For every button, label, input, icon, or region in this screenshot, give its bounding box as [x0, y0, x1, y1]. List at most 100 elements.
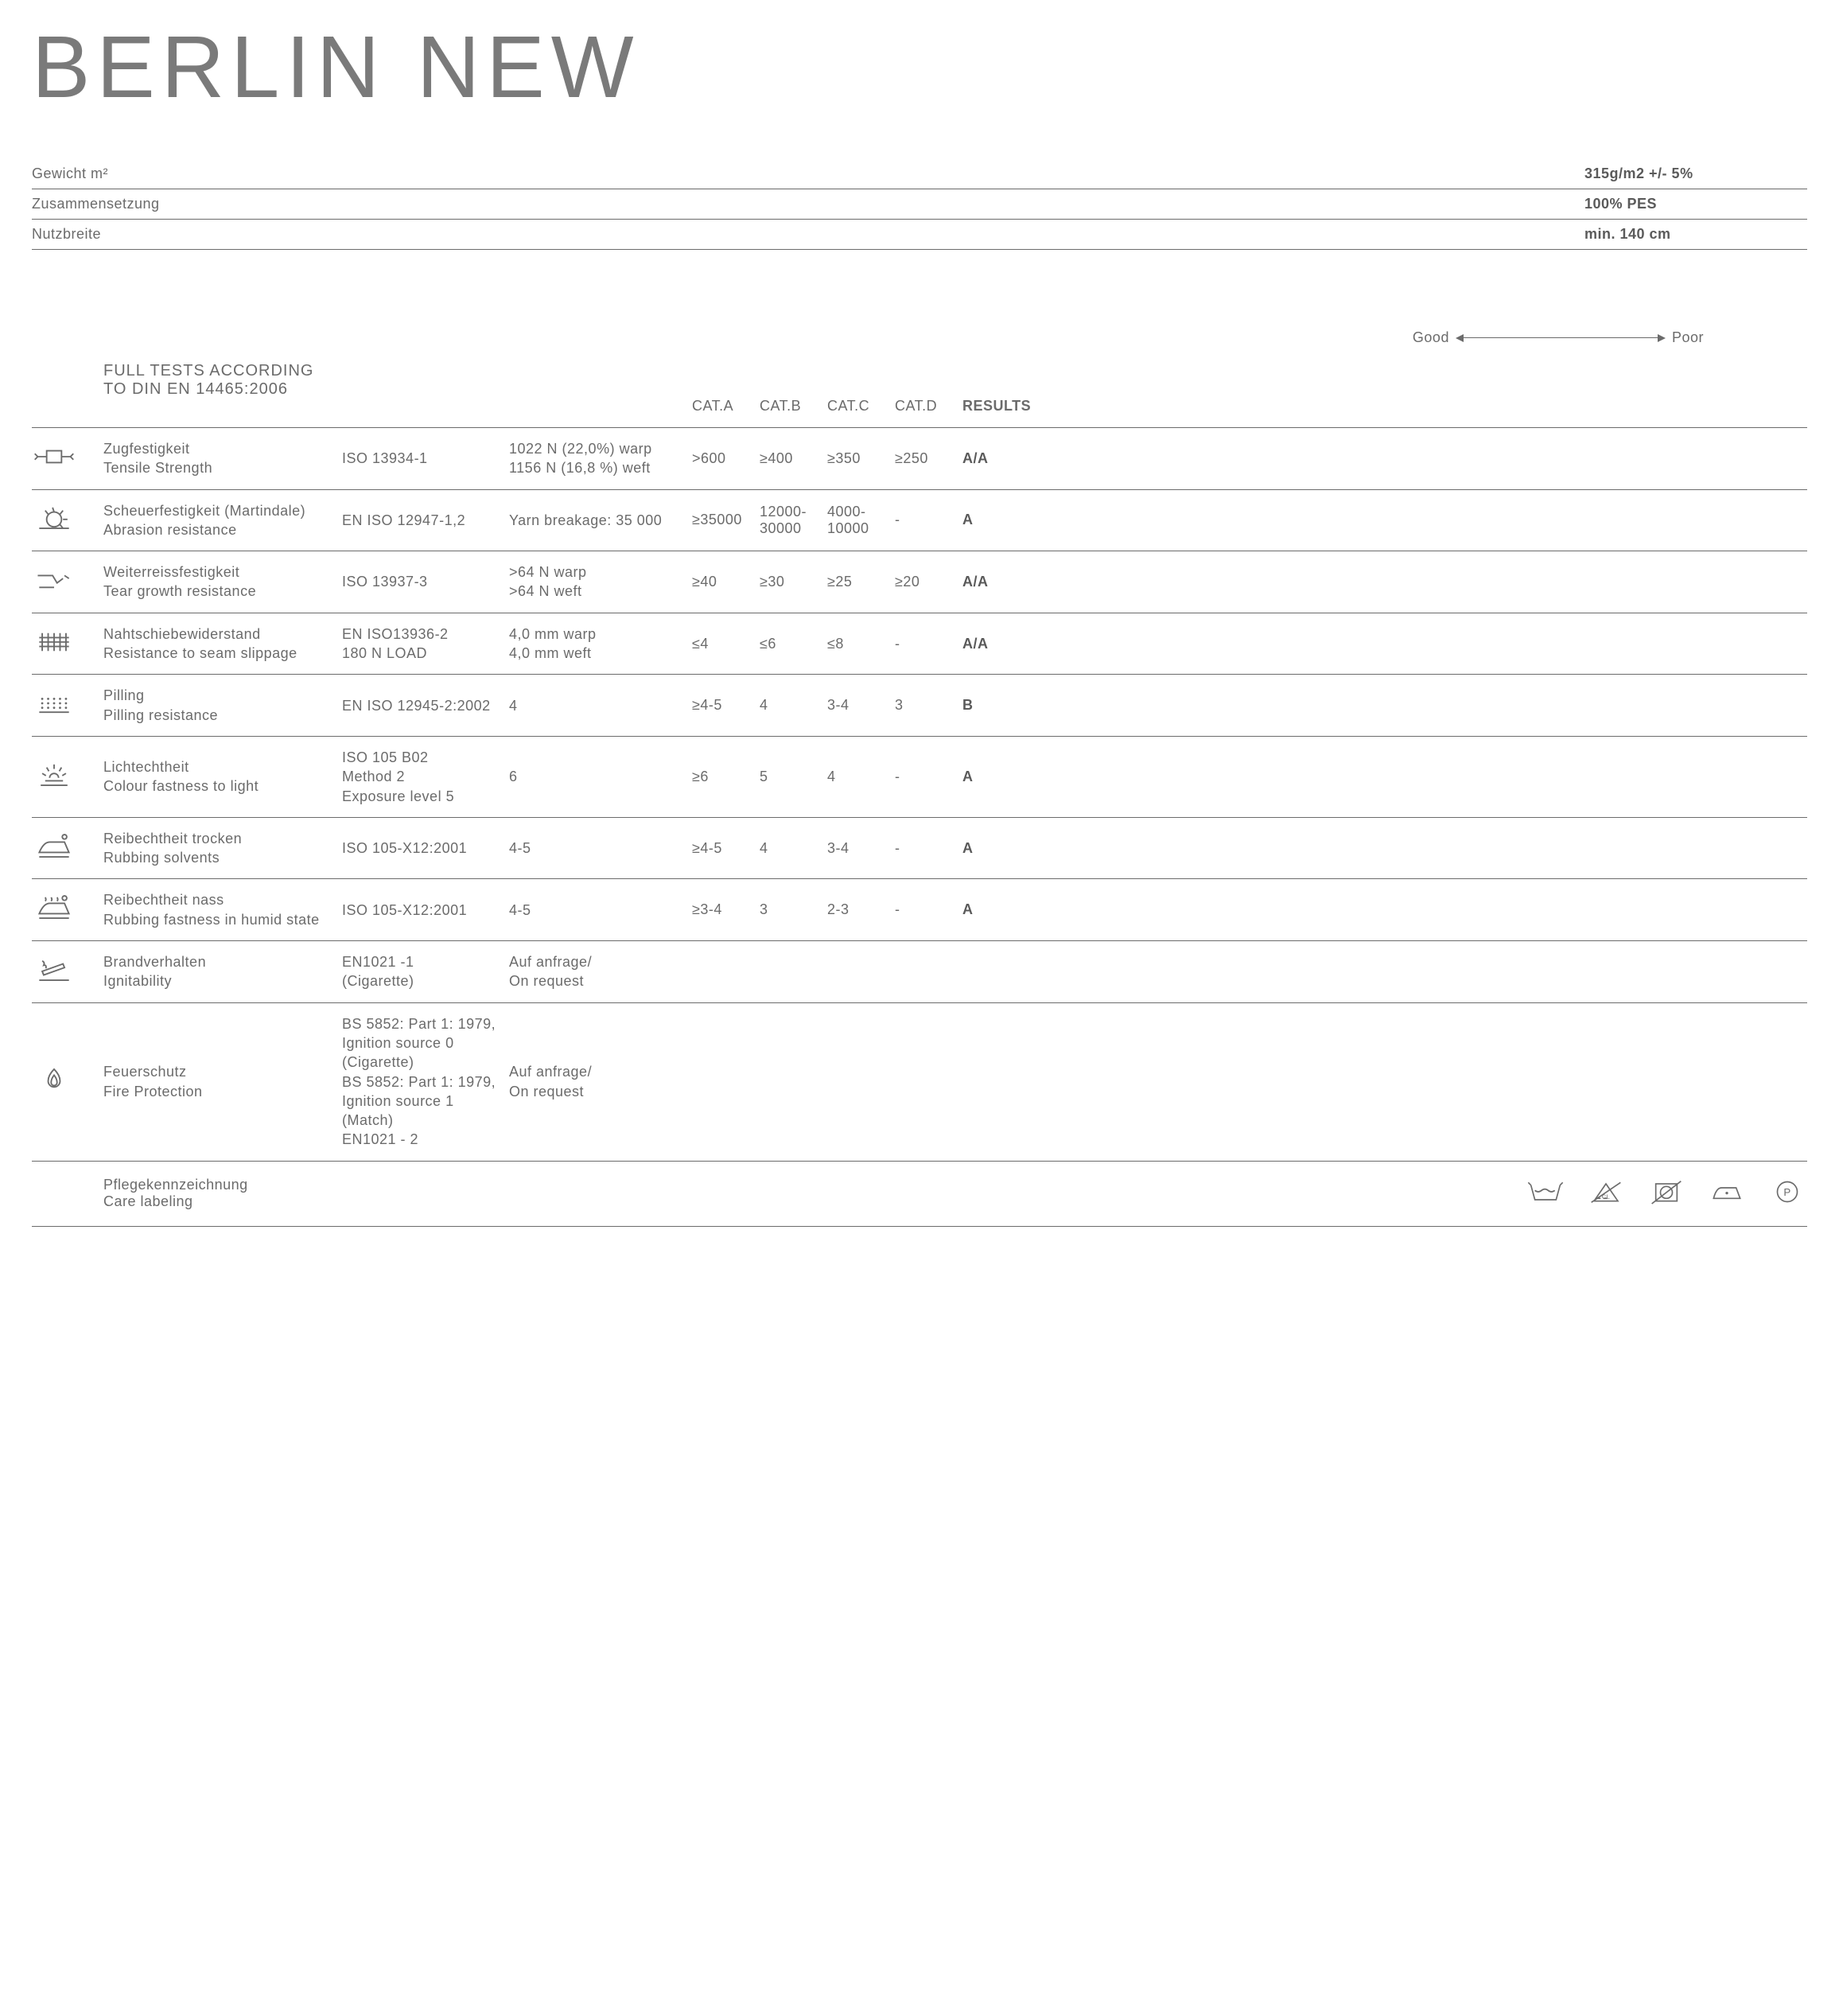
test-name-en: Rubbing fastness in humid state [103, 910, 334, 929]
test-standard: BS 5852: Part 1: 1979, Ignition source 0… [342, 1014, 509, 1150]
test-name-de: Reibechtheit trocken [103, 829, 334, 848]
test-cat-b: 12000-30000 [760, 504, 827, 537]
spec-row: Zusammensetzung100% PES [32, 189, 1807, 220]
test-result: A/A [962, 636, 1050, 652]
dryclean-p-icon: P [1767, 1176, 1807, 1212]
test-standard: ISO 13934-1 [342, 449, 509, 468]
rubdry-icon [32, 831, 103, 866]
test-row: Scheuerfestigkeit (Martindale) Abrasion … [32, 490, 1807, 552]
page-title: BERLIN NEW [32, 24, 1807, 111]
header-cat-a: CAT.A [692, 398, 760, 414]
tear-icon [32, 564, 103, 600]
test-value: 1022 N (22,0%) warp 1156 N (16,8 %) weft [509, 439, 692, 478]
no-bleach-icon: CL [1586, 1176, 1626, 1212]
test-value: Auf anfrage/ On request [509, 952, 692, 991]
test-cat-b: ≥30 [760, 574, 827, 590]
care-label-en: Care labeling [103, 1193, 334, 1210]
test-cat-a: ≥40 [692, 574, 760, 590]
spec-value: 100% PES [1584, 196, 1807, 212]
test-standard: EN ISO 12945-2:2002 [342, 696, 509, 715]
test-cat-c: 4000-10000 [827, 504, 895, 537]
test-cat-c: ≥25 [827, 574, 895, 590]
test-cat-d: - [895, 636, 962, 652]
test-value: 4-5 [509, 839, 692, 858]
test-cat-c: 4 [827, 769, 895, 785]
svg-text:P: P [1783, 1186, 1790, 1198]
spec-row: Gewicht m²315g/m2 +/- 5% [32, 159, 1807, 189]
test-cat-c: 3-4 [827, 840, 895, 857]
test-standard: EN1021 -1 (Cigarette) [342, 952, 509, 991]
care-row: Pflegekennzeichnung Care labeling CL P [32, 1162, 1807, 1227]
test-row: Zugfestigkeit Tensile Strength ISO 13934… [32, 428, 1807, 490]
good-label: Good [1413, 329, 1449, 346]
test-name-en: Fire Protection [103, 1082, 334, 1101]
test-name-en: Tensile Strength [103, 458, 334, 477]
test-row: Feuerschutz Fire Protection BS 5852: Par… [32, 1003, 1807, 1162]
test-cat-d: - [895, 901, 962, 918]
test-result: A [962, 512, 1050, 528]
header-cat-b: CAT.B [760, 398, 827, 414]
test-name-de: Reibechtheit nass [103, 890, 334, 909]
abrasion-icon [32, 502, 103, 538]
test-name-en: Ignitability [103, 971, 334, 990]
pilling-icon [32, 687, 103, 723]
test-row: Nahtschiebewiderstand Resistance to seam… [32, 613, 1807, 675]
test-name-de: Brandverhalten [103, 952, 334, 971]
seam-icon [32, 626, 103, 662]
test-cat-b: 5 [760, 769, 827, 785]
test-cat-b: ≤6 [760, 636, 827, 652]
test-name-en: Pilling resistance [103, 706, 334, 725]
test-row: Reibechtheit trocken Rubbing solvents IS… [32, 818, 1807, 880]
test-standard: EN ISO13936-2 180 N LOAD [342, 625, 509, 664]
test-value: Yarn breakage: 35 000 [509, 511, 692, 530]
header-cat-c: CAT.C [827, 398, 895, 414]
test-row: Pilling Pilling resistance EN ISO 12945-… [32, 675, 1807, 737]
test-cat-b: 3 [760, 901, 827, 918]
test-result: A/A [962, 450, 1050, 467]
test-cat-a: ≤4 [692, 636, 760, 652]
header-results: RESULTS [962, 398, 1050, 414]
spec-value: min. 140 cm [1584, 226, 1807, 243]
test-row: Lichtechtheit Colour fastness to light I… [32, 737, 1807, 818]
test-cat-b: 4 [760, 840, 827, 857]
test-name-en: Colour fastness to light [103, 776, 334, 796]
tests-title: FULL TESTS ACCORDING TO DIN EN 14465:200… [103, 362, 342, 399]
test-cat-b: 4 [760, 697, 827, 714]
test-name-de: Feuerschutz [103, 1062, 334, 1081]
cigarette-icon [32, 954, 103, 990]
test-standard: ISO 105-X12:2001 [342, 839, 509, 858]
test-value: Auf anfrage/ On request [509, 1062, 692, 1101]
fire-icon [32, 1064, 103, 1099]
spec-value: 315g/m2 +/- 5% [1584, 165, 1807, 182]
test-name-de: Zugfestigkeit [103, 439, 334, 458]
test-name-de: Scheuerfestigkeit (Martindale) [103, 501, 334, 520]
test-cat-a: ≥6 [692, 769, 760, 785]
test-value: 4,0 mm warp 4,0 mm weft [509, 625, 692, 664]
test-name-en: Tear growth resistance [103, 582, 334, 601]
header-cat-d: CAT.D [895, 398, 962, 414]
test-cat-d: ≥20 [895, 574, 962, 590]
test-cat-b: ≥400 [760, 450, 827, 467]
test-cat-a: ≥4-5 [692, 697, 760, 714]
tests-header-row: FULL TESTS ACCORDING TO DIN EN 14465:200… [32, 362, 1807, 428]
wash-icon [1526, 1176, 1565, 1212]
test-value: 4 [509, 696, 692, 715]
test-cat-d: - [895, 840, 962, 857]
care-label-de: Pflegekennzeichnung [103, 1177, 334, 1193]
test-value: >64 N warp >64 N weft [509, 562, 692, 601]
test-name-de: Weiterreissfestigkeit [103, 562, 334, 582]
test-name-en: Abrasion resistance [103, 520, 334, 539]
scale-arrow [1457, 337, 1664, 338]
tensile-icon [32, 441, 103, 477]
test-row: Reibechtheit nass Rubbing fastness in hu… [32, 879, 1807, 941]
spec-label: Zusammensetzung [32, 196, 1584, 212]
spec-label: Nutzbreite [32, 226, 1584, 243]
no-tumble-icon [1647, 1176, 1686, 1212]
test-row: Weiterreissfestigkeit Tear growth resist… [32, 551, 1807, 613]
test-value: 6 [509, 767, 692, 786]
test-cat-a: ≥4-5 [692, 840, 760, 857]
test-cat-c: ≥350 [827, 450, 895, 467]
test-cat-c: 2-3 [827, 901, 895, 918]
test-result: A/A [962, 574, 1050, 590]
test-result: A [962, 901, 1050, 918]
